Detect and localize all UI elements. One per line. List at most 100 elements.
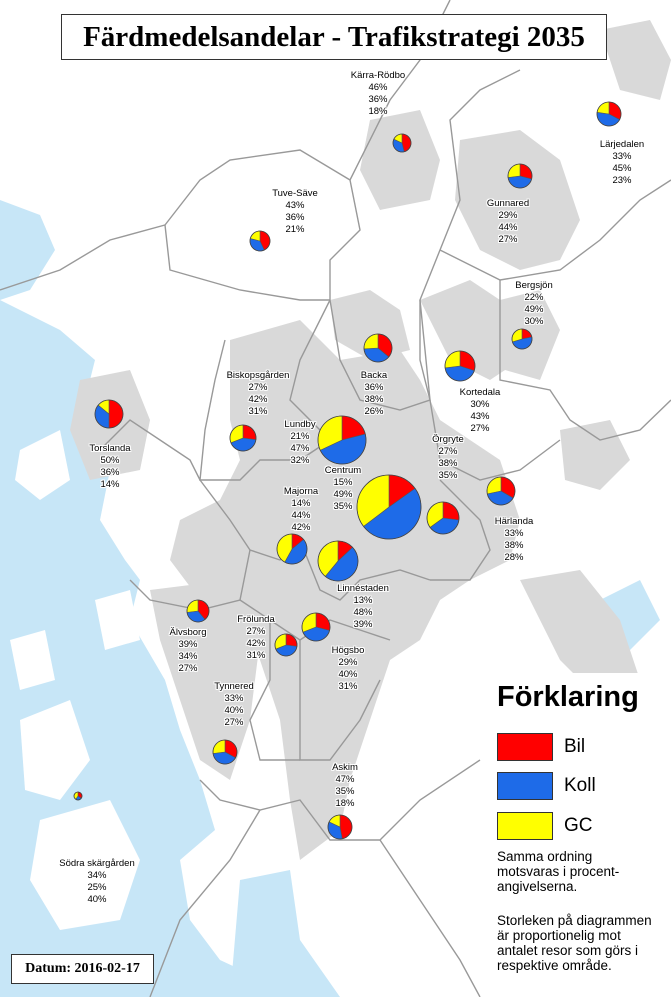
share-bil: 22% (524, 292, 544, 303)
share-koll: 35% (335, 786, 355, 797)
legend-swatch-bil (497, 733, 553, 761)
area-label-kortedala: Kortedala 30% 43% 27% (460, 387, 501, 435)
area-name: Lärjedalen (599, 139, 645, 150)
area-label-torslanda: Torslanda 50% 36% 14% (89, 443, 130, 491)
pie-outline (186, 599, 210, 623)
share-bil: 14% (291, 498, 311, 509)
share-gc: 35% (438, 470, 458, 481)
pie-backa (363, 333, 393, 363)
pie-alvsborg (186, 599, 210, 623)
share-bil: 46% (368, 82, 388, 93)
legend: Förklaring Bil Koll GC Samma ordning mot… (488, 673, 663, 991)
pie-centrum (356, 474, 422, 540)
area-name: Bergsjön (515, 280, 553, 291)
share-koll: 49% (524, 304, 544, 315)
share-gc: 31% (246, 650, 266, 661)
share-gc: 31% (338, 681, 358, 692)
pie-outline (274, 633, 298, 657)
area-name: Södra skärgården (59, 858, 135, 869)
share-bil: 34% (87, 870, 107, 881)
area-label-bergsjon: Bergsjön 22% 49% 30% (515, 280, 553, 328)
share-gc: 27% (178, 663, 198, 674)
area-label-askim: Askim 47% 35% 18% (332, 762, 358, 810)
share-koll: 47% (290, 443, 310, 454)
legend-swatch-gc (497, 812, 553, 840)
pie-outline (317, 415, 367, 465)
area-name: Örgryte (432, 434, 464, 445)
share-koll: 49% (333, 489, 353, 500)
pie-hogsbo (301, 612, 331, 642)
pie-outline (249, 230, 271, 252)
area-name: Linnéstaden (337, 583, 389, 594)
pie-outline (426, 501, 460, 535)
legend-swatch-koll (497, 772, 553, 800)
pie-outline (511, 328, 533, 350)
share-koll: 36% (285, 212, 305, 223)
pie-outline (596, 101, 622, 127)
area-name: Backa (360, 370, 388, 381)
legend-label-koll: Koll (564, 775, 596, 796)
pie-outline (444, 350, 476, 382)
pie-charts (73, 101, 622, 840)
area-name: Majorna (283, 486, 319, 497)
pie-bergsjon (511, 328, 533, 350)
share-bil: 43% (285, 200, 305, 211)
area-name: Askim (332, 762, 358, 773)
map-title: Färdmedelsandelar - Trafikstrategi 2035 (61, 14, 607, 60)
share-bil: 29% (338, 657, 358, 668)
share-koll: 36% (100, 467, 120, 478)
pie-outline (301, 612, 331, 642)
share-gc: 42% (291, 522, 311, 533)
pie-tynnered (212, 739, 238, 765)
share-gc: 39% (353, 619, 373, 630)
pie-majorna (276, 533, 308, 565)
share-koll: 25% (87, 882, 107, 893)
share-koll: 45% (612, 163, 632, 174)
share-bil: 33% (612, 151, 632, 162)
pie-karra-rodbo (392, 133, 412, 153)
share-koll: 38% (364, 394, 384, 405)
share-bil: 27% (246, 626, 266, 637)
share-gc: 28% (504, 552, 524, 563)
area-name: Härlanda (494, 516, 534, 527)
pie-larjedalen (596, 101, 622, 127)
area-name: Torslanda (89, 443, 131, 454)
share-koll: 48% (353, 607, 373, 618)
area-label-sodra-skargarden: Södra skärgården 34% 25% 40% (59, 858, 135, 906)
area-label-hogsbo: Högsbo 29% 40% 31% (332, 645, 365, 693)
share-gc: 18% (368, 106, 388, 117)
pie-sodra-skargarden (73, 791, 83, 801)
pie-harlanda (486, 476, 516, 506)
area-name: Kortedala (459, 387, 501, 398)
share-bil: 50% (100, 455, 120, 466)
legend-title: Förklaring (497, 681, 639, 713)
share-gc: 26% (364, 406, 384, 417)
share-koll: 44% (291, 510, 311, 521)
share-gc: 32% (290, 455, 310, 466)
share-bil: 36% (364, 382, 384, 393)
area-name: Centrum (324, 465, 362, 476)
area-label-centrum: Centrum 15% 49% 35% (325, 465, 361, 513)
pie-outline (486, 476, 516, 506)
legend-note-size: Storleken på diagrammen är proportioneli… (497, 913, 652, 973)
pie-outline (363, 333, 393, 363)
pie-outline (327, 814, 353, 840)
water-south (230, 870, 340, 997)
pie-kortedala (444, 350, 476, 382)
pie-tuve-save (249, 230, 271, 252)
share-gc: 35% (333, 501, 353, 512)
area-label-harlanda: Härlanda 33% 38% 28% (495, 516, 534, 564)
area-name: Gunnared (486, 198, 530, 209)
share-koll: 36% (368, 94, 388, 105)
area-label-biskopsgarden: Biskopsgården 27% 42% 31% (227, 370, 290, 418)
share-bil: 21% (290, 431, 310, 442)
share-gc: 21% (285, 224, 305, 235)
area-name: Tynnered (214, 681, 254, 692)
share-gc: 30% (524, 316, 544, 327)
pie-frolunda (274, 633, 298, 657)
share-koll: 40% (338, 669, 358, 680)
pie-outline (276, 533, 308, 565)
share-koll: 44% (498, 222, 518, 233)
